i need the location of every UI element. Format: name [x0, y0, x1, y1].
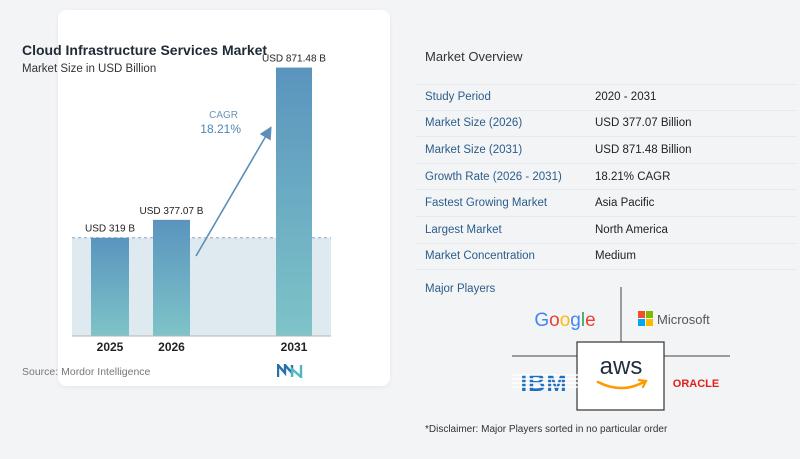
- bar-2025: [91, 237, 129, 336]
- cagr-value: 18.21%: [200, 122, 241, 136]
- aws-logo: aws: [596, 353, 648, 390]
- tick-label-2026: 2026: [158, 340, 185, 354]
- aws-wordmark: aws: [600, 353, 643, 380]
- source-text: Source: Mordor Intelligence: [22, 366, 151, 378]
- bar-2031: [276, 67, 312, 336]
- overview-label: Market Concentration: [425, 250, 535, 263]
- chart-title: Cloud Infrastructure Services Market: [22, 42, 268, 58]
- overview-row: Market Size (2031) USD 871.48 Billion: [416, 137, 797, 164]
- overview-row: Largest Market North America: [416, 217, 797, 244]
- players-title: Major Players: [425, 283, 496, 295]
- overview-row: Fastest Growing Market Asia Pacific: [416, 190, 797, 217]
- overview-row: Study Period 2020 - 2031: [416, 84, 797, 111]
- ibm-logo: IBM: [512, 370, 578, 397]
- overview-row: Market Concentration Medium: [416, 244, 797, 271]
- overview-value: 18.21% CAGR: [595, 170, 671, 183]
- overview-value: USD 377.07 Billion: [595, 117, 692, 130]
- disclaimer: *Disclaimer: Major Players sorted in no …: [425, 424, 668, 435]
- overview-label: Largest Market: [425, 223, 502, 236]
- overview-label: Market Size (2026): [425, 117, 523, 130]
- overview-value: USD 871.48 Billion: [595, 143, 692, 156]
- overview-row: Market Size (2026) USD 377.07 Billion: [416, 111, 797, 138]
- chart-subtitle: Market Size in USD Billion: [22, 63, 157, 75]
- overview-value: Medium: [595, 250, 636, 263]
- overview-table: Study Period 2020 - 2031 Market Size (20…: [416, 84, 797, 271]
- microsoft-wordmark: Microsoft: [657, 312, 710, 327]
- overview-label: Fastest Growing Market: [425, 197, 548, 210]
- oracle-logo: ORACLE: [673, 378, 719, 390]
- cagr-arrow: [195, 126, 272, 257]
- google-logo: Google: [534, 310, 595, 331]
- overview-value: 2020 - 2031: [595, 91, 657, 104]
- microsoft-logo: Microsoft: [638, 311, 710, 327]
- overview-value: Asia Pacific: [595, 197, 655, 210]
- overview-label: Growth Rate (2026 - 2031): [425, 170, 562, 183]
- overview-title: Market Overview: [425, 49, 523, 64]
- overview-value: North America: [595, 223, 668, 236]
- data-label-2025: USD 319 B: [85, 224, 135, 235]
- cagr-label: CAGR: [209, 110, 238, 121]
- overview-label: Study Period: [425, 91, 491, 104]
- data-label-2026: USD 377.07 B: [140, 206, 204, 217]
- tick-label-2031: 2031: [281, 340, 308, 354]
- overview-row: Growth Rate (2026 - 2031) 18.21% CAGR: [416, 164, 797, 191]
- google-letter: G: [534, 310, 549, 331]
- mordor-intelligence-logo: [277, 364, 303, 378]
- overview-label: Market Size (2031): [425, 143, 523, 156]
- tick-label-2025: 2025: [97, 340, 124, 354]
- bar-2026: [153, 219, 190, 336]
- data-label-2031: USD 871.48 B: [262, 54, 326, 65]
